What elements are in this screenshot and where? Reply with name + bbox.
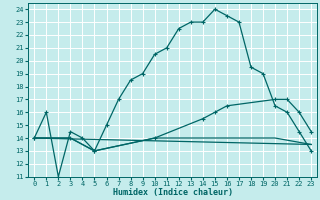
X-axis label: Humidex (Indice chaleur): Humidex (Indice chaleur): [113, 188, 233, 197]
